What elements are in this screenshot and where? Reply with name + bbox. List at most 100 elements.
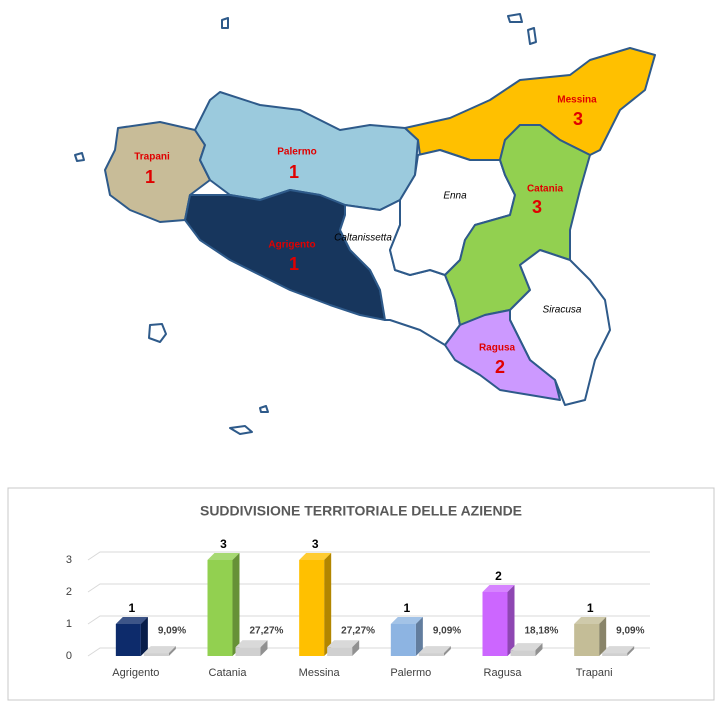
y-tick-label: 1 [66,618,72,630]
region-count: 3 [532,197,542,217]
bar-side [415,617,423,656]
bar [510,650,536,656]
chart: 0 1 2 3 Agrigento 1 9,09% Catania 3 27,27% Messina… [66,537,650,679]
region-label: Messina [557,95,597,106]
bar-top [418,646,451,654]
bar-side [260,640,268,656]
value-label: 27,27% [250,626,284,637]
bar-side-shade [168,646,176,656]
region-count: 2 [495,357,505,377]
region-count: 1 [289,254,299,274]
value-label: 27,27% [341,626,375,637]
bar-top-shade [602,646,635,654]
bar [482,592,508,656]
bar-top [327,640,360,648]
region-ragusa [444,309,561,401]
region-label: Palermo [277,147,316,158]
bar-top-shade [235,640,268,648]
value-label: 9,09% [158,626,186,637]
grid-line [87,551,650,561]
bar-top [602,646,635,654]
bar-side-shade [443,646,451,656]
bar [602,653,628,656]
region-count: 1 [145,167,155,187]
bar-side-shade [260,640,268,656]
bar-top [115,617,148,624]
x-tick-label: Catania [209,667,248,679]
island [507,13,523,23]
x-tick-label: Palermo [390,667,431,679]
y-tick-label: 3 [66,554,72,566]
grid-line [87,583,650,593]
grid-line [87,647,650,657]
bar-side [168,646,176,656]
bar-side-shade [140,617,148,656]
map: Trapani 1 Palermo 1 Agrigento 1 Messina … [74,13,656,435]
bar-side-shade [599,617,607,656]
value-label: 1 [403,601,410,615]
bar-side-shade [415,617,423,656]
bar-top-shade [390,617,423,624]
region-count: 3 [573,109,583,129]
x-tick-label: Messina [299,667,341,679]
region-label: Caltanissetta [334,233,392,244]
bar [143,653,169,656]
bar-side [599,617,607,656]
bar-side [324,553,332,656]
region-label: Trapani [134,152,170,163]
value-label: 3 [312,537,319,551]
bar-side [352,640,360,656]
value-label: 18,18% [525,626,559,637]
island [527,27,537,45]
region-label: Siracusa [543,305,582,316]
bar-top-shade [299,553,332,560]
island [221,17,229,29]
bar [299,560,325,656]
island [74,152,85,162]
region-count: 1 [289,162,299,182]
y-tick-label: 2 [66,586,72,598]
region-label: Catania [527,184,564,195]
bar-top-shade [115,617,148,624]
bar [115,624,141,656]
bar [574,624,600,656]
bar-top [574,617,607,624]
island [229,425,253,435]
bar-side [627,646,635,656]
bar [327,647,353,656]
y-tick-label: 0 [66,650,72,662]
region-label: Agrigento [268,240,315,251]
bar-top-shade [482,585,515,592]
bar [207,560,233,656]
island [148,323,167,343]
bar-side-shade [232,553,240,656]
bar-side [507,585,515,656]
x-tick-label: Trapani [576,667,613,679]
bar-top-shade [207,553,240,560]
x-tick-label: Ragusa [484,667,523,679]
value-label: 3 [220,537,227,551]
region-label: Enna [443,191,467,202]
bar-side-shade [507,585,515,656]
value-label: 1 [128,601,135,615]
bar-top [207,553,240,560]
bar-side [232,553,240,656]
bar-top-shade [327,640,360,648]
bar-side [140,617,148,656]
bar-top [235,640,268,648]
bar-side-shade [324,553,332,656]
bar-side-shade [627,646,635,656]
value-label: 2 [495,569,502,583]
bar-top [299,553,332,560]
bar-top-shade [143,646,176,654]
bar [235,647,261,656]
bar-top [510,643,543,651]
bar [390,624,416,656]
x-tick-label: Agrigento [112,667,159,679]
bar-top-shade [510,643,543,651]
value-label: 1 [587,601,594,615]
value-label: 9,09% [433,626,461,637]
grid-line [87,615,650,625]
